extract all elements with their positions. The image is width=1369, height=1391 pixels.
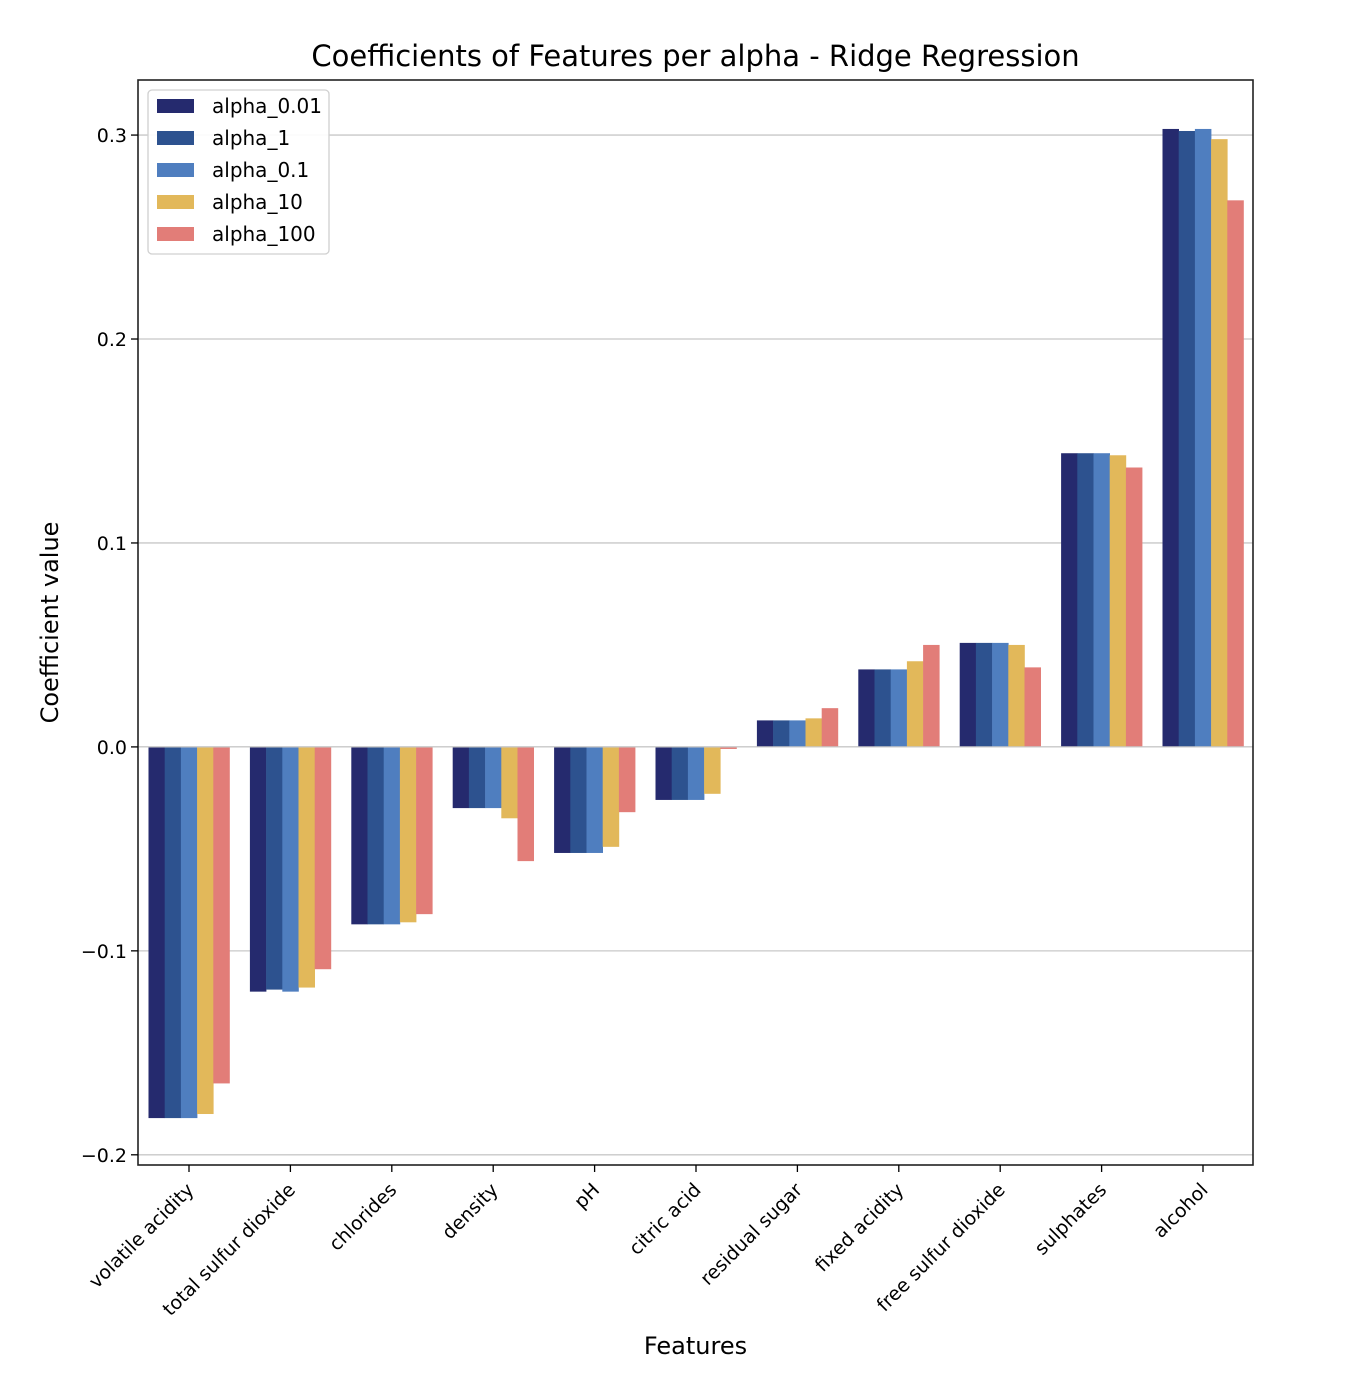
- x-tick-label: fixed acidity: [811, 1179, 908, 1276]
- legend-swatch: [157, 163, 194, 177]
- bar-alpha-10-density: [501, 746, 518, 819]
- bar-alpha-0-01-alcohol: [1162, 128, 1179, 747]
- x-tick-label: sulphates: [1031, 1179, 1112, 1260]
- bar-alpha-100-density: [517, 746, 534, 862]
- bar-alpha-10-free-sulfur-dioxide: [1008, 644, 1025, 747]
- bar-alpha-1-pH: [570, 746, 587, 853]
- bar-alpha-0-1-citric-acid: [687, 746, 705, 800]
- bar-alpha-10-chlorides: [399, 746, 417, 923]
- y-tick-label: −0.1: [81, 941, 127, 963]
- chart-title: Coefficients of Features per alpha - Rid…: [311, 39, 1079, 73]
- x-tick-label: volatile acidity: [85, 1179, 199, 1293]
- bar-alpha-1-chlorides: [367, 746, 384, 925]
- bar-alpha-10-sulphates: [1109, 455, 1127, 747]
- bar-alpha-1-free-sulfur-dioxide: [975, 642, 993, 747]
- x-tick-label: density: [438, 1179, 503, 1244]
- bar-alpha-10-residual-sugar: [805, 718, 822, 747]
- x-tick-label: residual sugar: [696, 1179, 807, 1290]
- bar-alpha-0-1-alcohol: [1194, 128, 1212, 747]
- bar-alpha-10-pH: [602, 746, 620, 847]
- bar-alpha-0-01-sulphates: [1061, 453, 1078, 747]
- bar-alpha-1-volatile-acidity: [164, 746, 182, 1119]
- x-tick-label: pH: [570, 1179, 604, 1213]
- bar-alpha-10-volatile-acidity: [197, 746, 214, 1115]
- bar-alpha-10-alcohol: [1211, 139, 1228, 747]
- bar-alpha-0-1-sulphates: [1093, 453, 1110, 747]
- bar-alpha-0-1-free-sulfur-dioxide: [992, 642, 1009, 747]
- bar-alpha-100-total-sulfur-dioxide: [314, 746, 332, 970]
- legend-label: alpha_0.01: [212, 94, 322, 118]
- y-tick-label: 0.1: [97, 533, 127, 555]
- bar-alpha-0-01-fixed-acidity: [858, 669, 875, 747]
- bar-alpha-0-01-residual-sugar: [756, 720, 774, 747]
- bar-alpha-10-total-sulfur-dioxide: [298, 746, 315, 988]
- bar-alpha-0-1-chlorides: [383, 746, 401, 925]
- y-tick-label: 0.2: [97, 329, 127, 351]
- bar-alpha-0-1-residual-sugar: [789, 720, 806, 747]
- legend-swatch: [157, 131, 194, 145]
- y-tick-label: 0.0: [97, 737, 127, 759]
- bar-alpha-1-total-sulfur-dioxide: [266, 746, 283, 990]
- bar-alpha-1-citric-acid: [671, 746, 689, 800]
- y-axis-ticks: −0.2 −0.1 0.0 0.1 0.2 0.3: [81, 125, 138, 1167]
- y-tick-label: −0.2: [81, 1145, 127, 1167]
- bar-alpha-0-1-volatile-acidity: [180, 746, 198, 1119]
- legend-label: alpha_10: [212, 190, 303, 214]
- x-axis-title: Features: [644, 1332, 747, 1360]
- x-tick-label: citric acid: [625, 1179, 706, 1260]
- bar-alpha-0-1-density: [485, 746, 502, 809]
- bar-alpha-100-sulphates: [1125, 467, 1143, 747]
- legend-swatch: [157, 99, 194, 113]
- bar-alpha-0-01-pH: [554, 746, 571, 853]
- legend: alpha_0.01 alpha_1 alpha_0.1 alpha_10 alpha_…: [147, 89, 330, 255]
- bar-alpha-0-1-total-sulfur-dioxide: [282, 746, 299, 992]
- bar-alpha-10-fixed-acidity: [906, 661, 924, 747]
- bar-alpha-0-1-pH: [586, 746, 603, 853]
- bar-alpha-1-residual-sugar: [773, 720, 790, 747]
- legend-swatch: [157, 227, 194, 241]
- bar-alpha-10-citric-acid: [704, 746, 721, 794]
- bar-alpha-0-1-fixed-acidity: [890, 669, 908, 747]
- bar-alpha-0-01-free-sulfur-dioxide: [959, 642, 977, 747]
- x-tick-label: alcohol: [1149, 1179, 1213, 1243]
- bar-alpha-100-chlorides: [416, 746, 433, 915]
- bar-alpha-1-sulphates: [1077, 453, 1094, 747]
- bar-alpha-1-density: [468, 746, 486, 809]
- y-axis-title: Coefficient value: [36, 522, 64, 724]
- bar-layer: [148, 128, 1244, 1119]
- y-tick-label: 0.3: [97, 125, 127, 147]
- bar-alpha-0-01-density: [452, 746, 470, 809]
- bar-alpha-1-alcohol: [1178, 130, 1196, 747]
- bar-alpha-0-01-chlorides: [351, 746, 368, 925]
- bar-alpha-0-01-citric-acid: [655, 746, 672, 800]
- bar-alpha-100-pH: [618, 746, 636, 813]
- legend-swatch: [157, 195, 194, 209]
- legend-label: alpha_1: [212, 126, 290, 150]
- bar-alpha-100-free-sulfur-dioxide: [1024, 667, 1041, 747]
- legend-label: alpha_0.1: [212, 158, 309, 182]
- x-tick-label: chlorides: [325, 1179, 401, 1255]
- bar-alpha-0-01-total-sulfur-dioxide: [249, 746, 267, 992]
- bar-alpha-100-citric-acid: [720, 746, 737, 749]
- bar-alpha-100-residual-sugar: [821, 708, 839, 747]
- legend-label: alpha_100: [212, 222, 316, 246]
- bar-alpha-0-01-volatile-acidity: [148, 746, 165, 1119]
- bar-alpha-100-fixed-acidity: [923, 644, 940, 747]
- bar-alpha-100-alcohol: [1227, 200, 1244, 747]
- bar-alpha-1-fixed-acidity: [874, 669, 891, 747]
- bar-alpha-100-volatile-acidity: [213, 746, 230, 1084]
